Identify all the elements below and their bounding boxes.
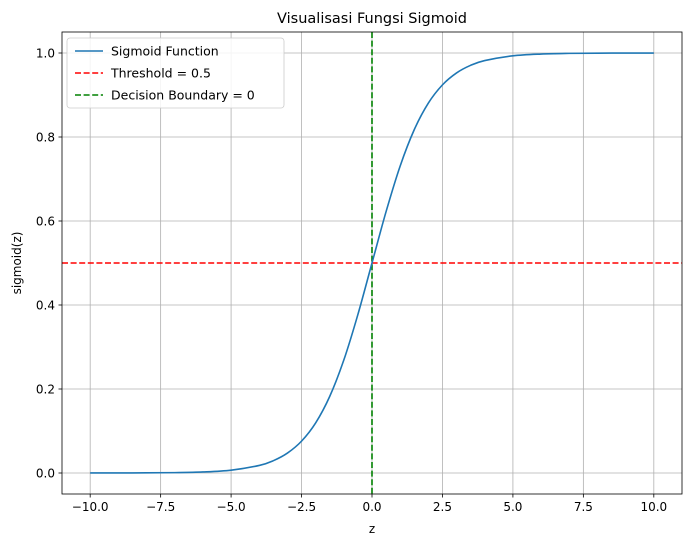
y-axis-ticks: 0.0 0.2 0.4 0.6 0.8 1.0 xyxy=(36,46,62,480)
x-tick-label: 10.0 xyxy=(640,500,667,514)
x-tick-label: 5.0 xyxy=(503,500,522,514)
x-axis-ticks: −10.0 −7.5 −5.0 −2.5 0.0 2.5 5.0 7.5 10.0 xyxy=(72,494,667,514)
sigmoid-series-line xyxy=(90,52,654,474)
legend-box xyxy=(66,37,285,109)
legend-label-sigmoid: Sigmoid Function xyxy=(111,44,219,59)
y-tick-label: 0.0 xyxy=(36,466,55,480)
legend-label-decision-boundary: Decision Boundary = 0 xyxy=(111,88,255,103)
y-tick-label: 0.6 xyxy=(36,214,55,228)
x-tick-label: −5.0 xyxy=(217,500,246,514)
x-tick-label: 0.0 xyxy=(362,500,381,514)
y-tick-label: 0.4 xyxy=(36,298,55,312)
legend: Sigmoid Function Threshold = 0.5 Decision … xyxy=(66,37,285,109)
x-axis-title: z xyxy=(369,522,375,536)
plot-frame xyxy=(61,31,683,495)
x-tick-label: 2.5 xyxy=(433,500,452,514)
x-tick-label: −7.5 xyxy=(146,500,175,514)
x-tick-label: 7.5 xyxy=(574,500,593,514)
y-tick-label: 0.2 xyxy=(36,382,55,396)
chart-title: Visualisasi Fungsi Sigmoid xyxy=(277,11,467,27)
y-tick-label: 1.0 xyxy=(36,46,55,60)
x-tick-label: −2.5 xyxy=(287,500,316,514)
series-layer xyxy=(90,52,654,474)
y-tick-label: 0.8 xyxy=(36,130,55,144)
y-axis-title: sigmoid(z) xyxy=(10,232,24,295)
x-tick-label: −10.0 xyxy=(72,500,109,514)
legend-label-threshold: Threshold = 0.5 xyxy=(110,66,211,81)
